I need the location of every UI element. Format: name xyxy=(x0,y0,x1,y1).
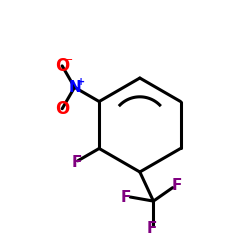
Text: F: F xyxy=(71,154,82,170)
Text: −: − xyxy=(64,56,73,66)
Text: N: N xyxy=(68,80,81,95)
Text: F: F xyxy=(121,190,131,204)
Text: O: O xyxy=(55,100,69,118)
Text: +: + xyxy=(77,77,85,87)
Text: O: O xyxy=(55,57,69,75)
Text: F: F xyxy=(147,221,157,236)
Text: F: F xyxy=(171,178,181,193)
